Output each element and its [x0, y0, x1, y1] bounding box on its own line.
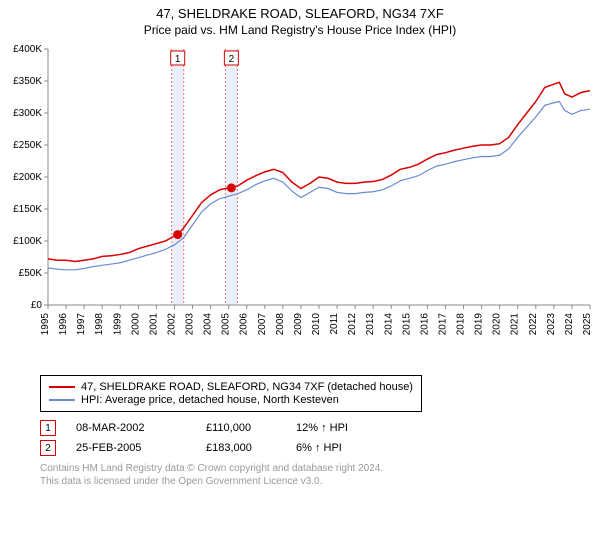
svg-text:2025: 2025: [582, 313, 593, 336]
svg-text:£200K: £200K: [13, 172, 42, 183]
sale-row: 1 08-MAR-2002 £110,000 12% ↑ HPI: [40, 420, 588, 436]
svg-text:2024: 2024: [564, 313, 575, 336]
svg-text:2018: 2018: [456, 313, 467, 336]
svg-text:2023: 2023: [546, 313, 557, 336]
svg-text:2000: 2000: [130, 313, 141, 336]
footnote-line: This data is licensed under the Open Gov…: [40, 475, 588, 488]
title-subtitle: Price paid vs. HM Land Registry's House …: [0, 23, 600, 37]
svg-text:£400K: £400K: [13, 44, 42, 55]
legend-item: HPI: Average price, detached house, Nort…: [49, 394, 413, 406]
legend-label: HPI: Average price, detached house, Nort…: [81, 394, 339, 406]
sale-price: £183,000: [206, 442, 276, 454]
svg-text:2006: 2006: [239, 313, 250, 336]
legend-label: 47, SHELDRAKE ROAD, SLEAFORD, NG34 7XF (…: [81, 381, 413, 393]
svg-text:2001: 2001: [148, 313, 159, 336]
svg-text:2014: 2014: [383, 313, 394, 336]
legend-item: 47, SHELDRAKE ROAD, SLEAFORD, NG34 7XF (…: [49, 381, 413, 393]
sale-date: 25-FEB-2005: [76, 442, 186, 454]
svg-text:2011: 2011: [329, 313, 340, 335]
chart: 1 2 £0 £50K £100K £150K £200K £250K £300K £350K £4…: [0, 39, 600, 369]
sale-hpi: 12% ↑ HPI: [296, 422, 386, 434]
sale-price: £110,000: [206, 422, 276, 434]
svg-text:2022: 2022: [528, 313, 539, 336]
svg-text:2017: 2017: [437, 313, 448, 336]
svg-text:2005: 2005: [221, 313, 232, 336]
svg-text:1996: 1996: [58, 313, 69, 336]
svg-text:2008: 2008: [275, 313, 286, 336]
sale-badge: 2: [40, 440, 56, 456]
svg-text:2019: 2019: [474, 313, 485, 336]
svg-text:£0: £0: [31, 300, 43, 311]
svg-text:2003: 2003: [185, 313, 196, 336]
svg-text:£150K: £150K: [13, 204, 42, 215]
svg-text:£350K: £350K: [13, 76, 42, 87]
svg-text:2004: 2004: [203, 313, 214, 336]
line-chart-svg: 1 2 £0 £50K £100K £150K £200K £250K £300K £350K £4…: [0, 39, 600, 369]
sale-badge: 1: [40, 420, 56, 436]
svg-text:2021: 2021: [510, 313, 521, 336]
svg-text:2012: 2012: [347, 313, 358, 336]
legend-swatch: [49, 386, 75, 388]
svg-text:2013: 2013: [365, 313, 376, 336]
svg-text:2010: 2010: [311, 313, 322, 336]
svg-text:2020: 2020: [492, 313, 503, 336]
sale-row: 2 25-FEB-2005 £183,000 6% ↑ HPI: [40, 440, 588, 456]
sale-hpi: 6% ↑ HPI: [296, 442, 386, 454]
svg-text:£250K: £250K: [13, 140, 42, 151]
svg-text:2016: 2016: [419, 313, 430, 336]
svg-text:1997: 1997: [76, 313, 87, 336]
svg-text:£50K: £50K: [19, 268, 43, 279]
legend: 47, SHELDRAKE ROAD, SLEAFORD, NG34 7XF (…: [40, 375, 422, 412]
svg-text:1999: 1999: [112, 313, 123, 336]
svg-text:2007: 2007: [257, 313, 268, 336]
svg-text:£300K: £300K: [13, 108, 42, 119]
svg-text:2: 2: [229, 54, 235, 65]
sale-date: 08-MAR-2002: [76, 422, 186, 434]
svg-text:2009: 2009: [293, 313, 304, 336]
legend-swatch: [49, 399, 75, 401]
svg-text:1995: 1995: [40, 313, 51, 336]
title-block: 47, SHELDRAKE ROAD, SLEAFORD, NG34 7XF P…: [0, 0, 600, 39]
footnote: Contains HM Land Registry data © Crown c…: [40, 462, 588, 488]
svg-text:2002: 2002: [166, 313, 177, 336]
title-address: 47, SHELDRAKE ROAD, SLEAFORD, NG34 7XF: [0, 6, 600, 21]
svg-text:1998: 1998: [94, 313, 105, 336]
svg-text:2015: 2015: [401, 313, 412, 336]
svg-text:£100K: £100K: [13, 236, 42, 247]
sales-table: 1 08-MAR-2002 £110,000 12% ↑ HPI 2 25-FE…: [40, 420, 588, 456]
svg-text:1: 1: [175, 54, 181, 65]
footnote-line: Contains HM Land Registry data © Crown c…: [40, 462, 588, 475]
